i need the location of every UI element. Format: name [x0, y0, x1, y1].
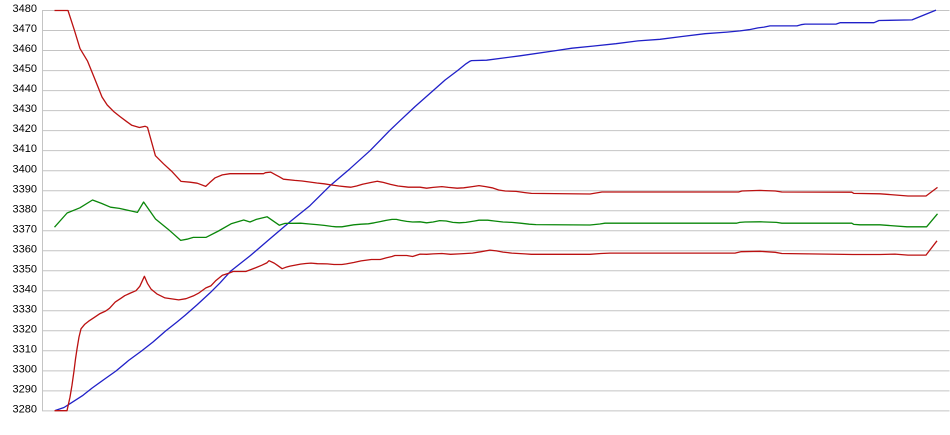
svg-text:3390: 3390 [13, 183, 37, 195]
svg-text:3380: 3380 [13, 203, 37, 215]
svg-text:3360: 3360 [13, 243, 37, 255]
svg-text:3330: 3330 [13, 303, 37, 315]
svg-text:3440: 3440 [13, 83, 37, 95]
svg-text:3450: 3450 [13, 63, 37, 75]
svg-text:3480: 3480 [13, 3, 37, 15]
svg-text:3400: 3400 [13, 163, 37, 175]
svg-text:3300: 3300 [13, 364, 37, 376]
svg-text:3420: 3420 [13, 123, 37, 135]
svg-text:3350: 3350 [13, 263, 37, 275]
svg-text:3290: 3290 [13, 384, 37, 396]
svg-text:3460: 3460 [13, 43, 37, 55]
svg-text:3410: 3410 [13, 143, 37, 155]
svg-text:3370: 3370 [13, 223, 37, 235]
svg-text:3320: 3320 [13, 323, 37, 335]
svg-text:3430: 3430 [13, 103, 37, 115]
svg-text:3310: 3310 [13, 343, 37, 355]
svg-text:3280: 3280 [13, 404, 37, 416]
svg-text:3470: 3470 [13, 23, 37, 35]
svg-text:3340: 3340 [13, 283, 37, 295]
